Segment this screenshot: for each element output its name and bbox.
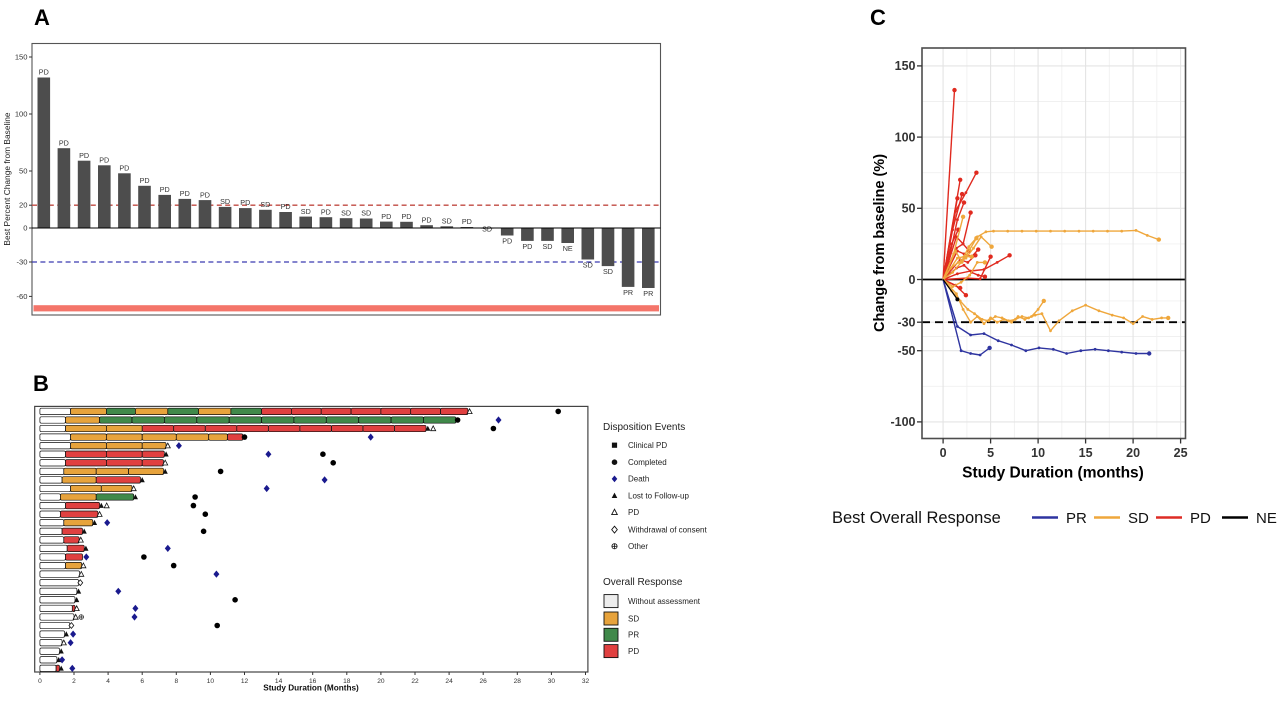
svg-text:20: 20 — [1126, 446, 1140, 460]
svg-text:PD: PD — [59, 138, 69, 147]
svg-text:20: 20 — [377, 678, 385, 685]
svg-text:6: 6 — [140, 678, 144, 685]
svg-text:Withdrawal of consent: Withdrawal of consent — [628, 525, 707, 534]
svg-text:PD: PD — [502, 237, 512, 246]
svg-text:SD: SD — [220, 197, 230, 206]
svg-text:32: 32 — [582, 678, 590, 685]
svg-text:22: 22 — [411, 678, 419, 685]
svg-text:SD: SD — [301, 207, 311, 216]
svg-text:PD: PD — [462, 217, 472, 226]
svg-text:25: 25 — [1174, 446, 1188, 460]
svg-text:PD: PD — [99, 156, 109, 165]
svg-text:PD: PD — [1190, 510, 1211, 527]
svg-text:0: 0 — [23, 223, 27, 232]
svg-text:PD: PD — [628, 508, 639, 517]
svg-text:8: 8 — [174, 678, 178, 685]
svg-text:30: 30 — [548, 678, 556, 685]
svg-text:14: 14 — [275, 678, 283, 685]
svg-text:SD: SD — [341, 208, 351, 217]
svg-text:SD: SD — [442, 217, 452, 226]
svg-text:0: 0 — [38, 678, 42, 685]
svg-text:C: C — [870, 5, 886, 30]
svg-text:SD: SD — [583, 261, 593, 270]
svg-text:PR: PR — [628, 631, 639, 640]
svg-text:PD: PD — [402, 212, 412, 221]
svg-text:Other: Other — [628, 542, 648, 551]
svg-text:SD: SD — [603, 267, 613, 276]
svg-text:PD: PD — [39, 68, 49, 77]
svg-text:15: 15 — [1079, 446, 1093, 460]
svg-text:PR: PR — [623, 288, 633, 297]
svg-text:150: 150 — [895, 59, 916, 73]
svg-text:10: 10 — [207, 678, 215, 685]
svg-text:24: 24 — [445, 678, 453, 685]
svg-text:PD: PD — [321, 207, 331, 216]
svg-text:Overall Response: Overall Response — [603, 577, 683, 588]
svg-text:PD: PD — [160, 185, 170, 194]
svg-text:Clinical PD: Clinical PD — [628, 441, 667, 450]
svg-text:PD: PD — [119, 164, 129, 173]
svg-text:PD: PD — [180, 189, 190, 198]
svg-text:20: 20 — [19, 201, 27, 210]
svg-text:Death: Death — [628, 475, 649, 484]
svg-text:12: 12 — [241, 678, 249, 685]
svg-text:-60: -60 — [17, 292, 28, 301]
svg-text:PD: PD — [522, 242, 532, 251]
svg-text:100: 100 — [895, 130, 916, 144]
svg-text:NE: NE — [1256, 510, 1277, 527]
svg-text:Lost to Follow-up: Lost to Follow-up — [628, 491, 689, 500]
svg-text:4: 4 — [106, 678, 110, 685]
svg-text:18: 18 — [343, 678, 351, 685]
svg-text:SD: SD — [482, 225, 492, 234]
svg-text:Best Overall Response: Best Overall Response — [832, 509, 1001, 527]
svg-text:100: 100 — [15, 109, 28, 118]
svg-text:2: 2 — [72, 678, 76, 685]
svg-text:PD: PD — [628, 647, 639, 656]
svg-text:SD: SD — [260, 200, 270, 209]
svg-text:PD: PD — [281, 202, 291, 211]
svg-text:A: A — [34, 5, 50, 30]
svg-text:SD: SD — [1128, 510, 1149, 527]
svg-text:50: 50 — [19, 166, 27, 175]
svg-text:PD: PD — [422, 215, 432, 224]
svg-text:PD: PD — [79, 151, 89, 160]
svg-text:PD: PD — [381, 212, 391, 221]
svg-text:5: 5 — [987, 446, 994, 460]
svg-text:PD: PD — [240, 198, 250, 207]
svg-text:26: 26 — [480, 678, 488, 685]
svg-text:0: 0 — [909, 273, 916, 287]
svg-text:50: 50 — [902, 202, 916, 216]
svg-text:-30: -30 — [17, 257, 28, 266]
svg-text:-50: -50 — [897, 344, 915, 358]
svg-text:16: 16 — [309, 678, 317, 685]
svg-text:Completed: Completed — [628, 458, 667, 467]
svg-text:NE: NE — [563, 244, 573, 253]
svg-text:Disposition Events: Disposition Events — [603, 422, 685, 433]
svg-text:-30: -30 — [897, 316, 915, 330]
svg-text:Change from baseline (%): Change from baseline (%) — [872, 154, 888, 332]
svg-text:150: 150 — [15, 52, 28, 61]
svg-text:PR: PR — [1066, 510, 1087, 527]
svg-text:Study Duration (Months): Study Duration (Months) — [263, 684, 359, 693]
svg-text:PR: PR — [643, 289, 653, 298]
svg-text:SD: SD — [361, 209, 371, 218]
svg-text:SD: SD — [543, 242, 553, 251]
svg-text:Best Percent Change from Basel: Best Percent Change from Baseline — [2, 112, 12, 245]
svg-text:Without assessment: Without assessment — [628, 597, 701, 606]
svg-text:PD: PD — [140, 176, 150, 185]
svg-text:28: 28 — [514, 678, 522, 685]
svg-text:Study Duration (months): Study Duration (months) — [962, 465, 1144, 482]
svg-text:SD: SD — [628, 614, 639, 623]
svg-text:0: 0 — [940, 446, 947, 460]
svg-text:B: B — [33, 371, 49, 396]
svg-text:-100: -100 — [890, 415, 915, 429]
svg-text:PD: PD — [200, 190, 210, 199]
svg-text:10: 10 — [1031, 446, 1045, 460]
